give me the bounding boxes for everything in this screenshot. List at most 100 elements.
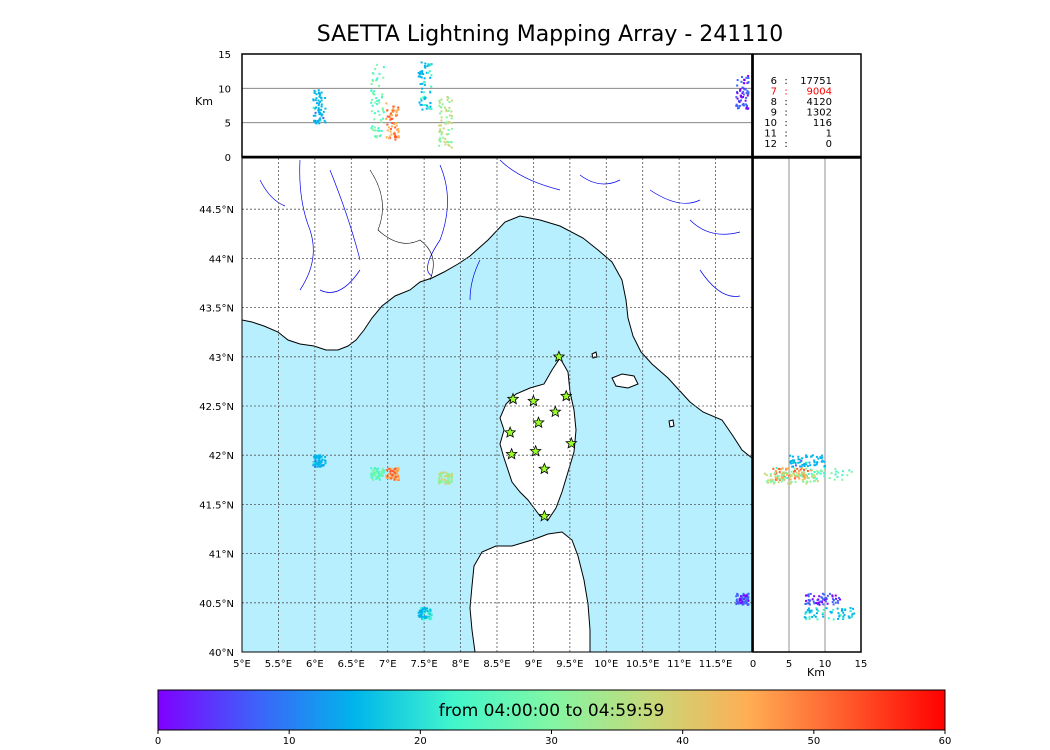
altitude-lightning-point bbox=[746, 90, 749, 93]
altitude-lightning-point bbox=[423, 80, 426, 83]
altitude-lightning-point bbox=[447, 143, 450, 146]
altitude-panel-bg bbox=[242, 54, 752, 157]
altitude-lightning-point bbox=[421, 70, 424, 73]
side-lightning-point bbox=[816, 608, 819, 611]
stats-station-count: 7 bbox=[771, 87, 777, 98]
altitude-lightning-point bbox=[736, 104, 739, 107]
altitude-lightning-point bbox=[373, 112, 376, 115]
side-lightning-point bbox=[816, 461, 819, 464]
side-lightning-point bbox=[807, 607, 810, 610]
altitude-lightning-point bbox=[747, 74, 750, 77]
map-lightning-point bbox=[438, 477, 441, 480]
altitude-lightning-point bbox=[320, 99, 323, 102]
side-lightning-point bbox=[823, 599, 826, 602]
side-lightning-point bbox=[769, 474, 772, 477]
map-lightning-point bbox=[376, 468, 379, 471]
map-lightning-point bbox=[323, 459, 326, 462]
map-lightning-point bbox=[422, 612, 425, 615]
altitude-lightning-point bbox=[374, 129, 377, 132]
map-lightning-point bbox=[738, 598, 741, 601]
side-lightning-point bbox=[769, 478, 772, 481]
altitude-lightning-point bbox=[445, 116, 448, 119]
altitude-lightning-point bbox=[447, 133, 450, 136]
map-lightning-point bbox=[427, 612, 430, 615]
map-lightning-point bbox=[397, 467, 400, 470]
altitude-lightning-point bbox=[318, 93, 321, 96]
altitude-lightning-point bbox=[314, 111, 317, 114]
altitude-lightning-point bbox=[447, 109, 450, 112]
side-lightning-point bbox=[849, 609, 852, 612]
altitude-lightning-point bbox=[377, 99, 380, 102]
lon-tick-label: 11°E bbox=[667, 659, 691, 670]
side-lightning-point bbox=[811, 598, 814, 601]
side-lightning-point bbox=[848, 616, 851, 619]
side-lightning-point bbox=[813, 471, 816, 474]
altitude-lightning-point bbox=[395, 122, 398, 125]
side-lightning-point bbox=[789, 473, 792, 476]
side-lightning-point bbox=[808, 609, 811, 612]
altitude-lightning-point bbox=[391, 117, 394, 120]
map-lightning-point bbox=[392, 472, 395, 475]
map-lightning-point bbox=[742, 601, 745, 604]
map-lightning-point bbox=[425, 615, 428, 618]
altitude-lightning-point bbox=[450, 110, 453, 113]
map-lightning-point bbox=[445, 471, 448, 474]
star-icon bbox=[505, 447, 518, 460]
side-lightning-point bbox=[810, 611, 813, 614]
map-lightning-point bbox=[426, 610, 429, 613]
side-lightning-point bbox=[793, 470, 796, 473]
side-lightning-point bbox=[789, 481, 792, 484]
altitude-lightning-point bbox=[445, 110, 448, 113]
altitude-lightning-point bbox=[315, 102, 318, 105]
stats-row: 10: 116 bbox=[764, 118, 832, 129]
side-lightning-point bbox=[782, 472, 785, 475]
map-panel bbox=[242, 158, 752, 652]
map-lightning-point bbox=[391, 473, 394, 476]
side-lightning-point bbox=[781, 474, 784, 477]
map-lightning-point bbox=[373, 473, 376, 476]
side-lightning-point bbox=[805, 602, 808, 605]
altitude-lightning-point bbox=[324, 121, 327, 124]
stats-row: 12: 0 bbox=[764, 139, 832, 150]
altitude-lightning-point bbox=[440, 106, 443, 109]
side-lightning-point bbox=[791, 461, 794, 464]
side-lightning-point bbox=[842, 617, 845, 620]
altitude-lightning-point bbox=[441, 131, 444, 134]
altitude-lightning-point bbox=[430, 63, 433, 66]
map-lightning-point bbox=[316, 465, 319, 468]
side-lightning-point bbox=[793, 477, 796, 480]
map-lightning-point bbox=[394, 467, 397, 470]
altitude-lightning-point bbox=[376, 77, 379, 80]
star-icon bbox=[506, 392, 520, 405]
map-lightning-point bbox=[317, 459, 320, 462]
altitude-lightning-point bbox=[379, 119, 382, 122]
altitude-lightning-point bbox=[378, 135, 381, 138]
side-lightning-point bbox=[839, 598, 842, 601]
side-lightning-point bbox=[811, 454, 814, 457]
map-lightning-point bbox=[395, 467, 398, 470]
altitude-lightning-point bbox=[440, 110, 443, 113]
lon-tick-label: 6°E bbox=[306, 659, 324, 670]
side-panel-bg bbox=[753, 158, 861, 652]
stats-source-count: 1 bbox=[826, 129, 832, 140]
side-lightning-point bbox=[840, 609, 843, 612]
map-lightning-point bbox=[397, 477, 400, 480]
map-lightning-point bbox=[421, 609, 424, 612]
side-lightning-point bbox=[830, 472, 833, 475]
altitude-lightning-point bbox=[420, 97, 423, 100]
map-lightning-point bbox=[420, 612, 423, 615]
altitude-lightning-point bbox=[375, 78, 378, 81]
map-lightning-point bbox=[315, 455, 318, 458]
altitude-lightning-point bbox=[450, 99, 453, 102]
side-lightning-point bbox=[815, 612, 818, 615]
side-lightning-point bbox=[822, 472, 825, 475]
stats-separator: : bbox=[784, 139, 787, 150]
altitude-lightning-point bbox=[745, 92, 748, 95]
side-lightning-point bbox=[848, 469, 851, 472]
side-lightning-point bbox=[773, 481, 776, 484]
side-lightning-point bbox=[823, 467, 826, 470]
altitude-lightning-point bbox=[395, 136, 398, 139]
side-lightning-point bbox=[822, 465, 825, 468]
map-lightning-point bbox=[381, 467, 384, 470]
altitude-gridlines bbox=[242, 87, 752, 124]
